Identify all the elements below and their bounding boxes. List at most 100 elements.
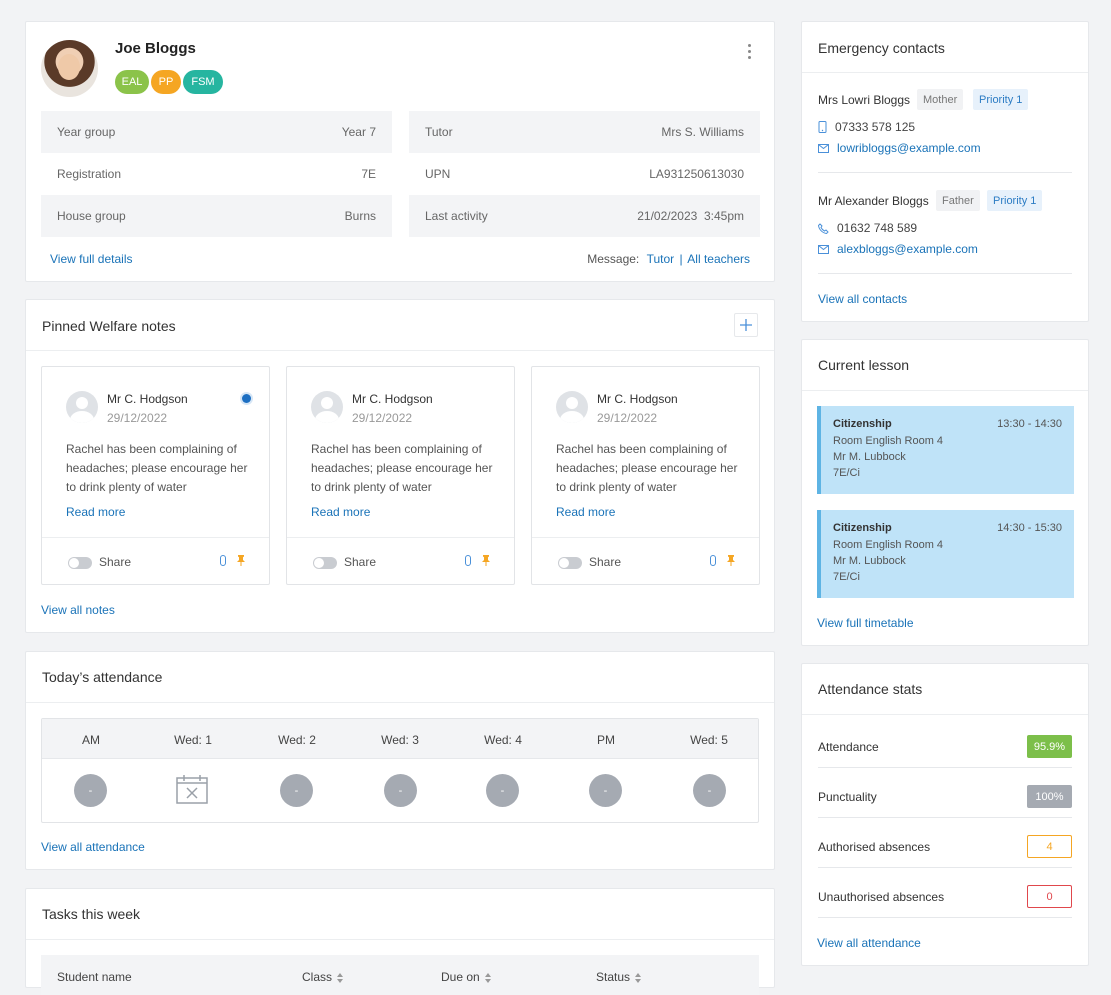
stat-value-badge: 4 (1027, 835, 1072, 858)
sort-icon (484, 972, 491, 983)
column-student-name[interactable]: Student name (57, 970, 132, 984)
message-separator: | (679, 252, 683, 266)
view-full-details-link[interactable]: View full details (50, 252, 133, 266)
detail-label: Last activity (425, 209, 488, 223)
share-toggle[interactable] (558, 557, 582, 569)
attendance-column-wed1: Wed: 1 (174, 733, 212, 747)
column-due-on[interactable]: Due on (441, 970, 491, 984)
mail-icon (818, 244, 829, 254)
welfare-notes-card: Pinned Welfare notes Mr C. Hodgson 29/12… (25, 299, 775, 633)
note-date: 29/12/2022 (107, 411, 168, 425)
attachment-icon[interactable] (710, 555, 716, 566)
share-label: Share (589, 555, 622, 569)
lesson-class: 7E/Ci (833, 467, 860, 479)
note-date: 29/12/2022 (352, 411, 413, 425)
author-avatar (66, 391, 98, 423)
stat-value-badge: 100% (1027, 785, 1072, 808)
share-toggle[interactable] (68, 557, 92, 569)
pin-icon[interactable] (482, 555, 490, 566)
mobile-icon (818, 121, 827, 133)
view-all-attendance-link[interactable]: View all attendance (41, 840, 145, 854)
pin-icon[interactable] (727, 555, 735, 566)
attendance-marks-table: AM Wed: 1 Wed: 2 Wed: 3 Wed: 4 PM Wed: 5… (41, 718, 759, 823)
student-profile-card: Joe Bloggs EAL PP FSM Year group Year 7 … (25, 21, 775, 282)
detail-row-year-group: Year group Year 7 (41, 111, 392, 153)
detail-value: Year 7 (341, 125, 376, 139)
stat-row-authorised-absences: Authorised absences 4 (818, 818, 1072, 868)
lesson-subject: Citizenship (833, 522, 892, 534)
contact-relation-badge: Mother (917, 89, 964, 110)
detail-label: Year group (57, 125, 116, 139)
note-text: Rachel has been complaining of headaches… (311, 442, 493, 494)
contact-phone[interactable]: 07333 578 125 (818, 120, 915, 134)
stat-value-badge: 95.9% (1027, 735, 1072, 758)
attendance-mark[interactable]: - (280, 774, 313, 807)
detail-label: UPN (425, 167, 451, 181)
lesson-teacher: Mr M. Lubbock (833, 555, 906, 567)
attendance-mark[interactable]: - (486, 774, 519, 807)
message-all-teachers-link[interactable]: All teachers (687, 252, 750, 266)
note-text: Rachel has been complaining of headaches… (66, 442, 248, 494)
view-full-timetable-link[interactable]: View full timetable (817, 616, 914, 630)
welfare-note-card[interactable]: Mr C. Hodgson 29/12/2022 Rachel has been… (286, 366, 515, 585)
add-note-button[interactable] (734, 313, 758, 337)
lesson-teacher: Mr M. Lubbock (833, 451, 906, 463)
badge-eal: EAL (115, 70, 149, 94)
lesson-class: 7E/Ci (833, 571, 860, 583)
stat-row-punctuality: Punctuality 100% (818, 768, 1072, 818)
attendance-mark[interactable]: - (384, 774, 417, 807)
contact-name: Mrs Lowri Bloggs (818, 93, 911, 107)
note-author: Mr C. Hodgson (352, 392, 433, 406)
message-tutor-link[interactable]: Tutor (646, 252, 675, 266)
read-more-link[interactable]: Read more (311, 505, 371, 519)
lesson-room: Room English Room 4 (833, 539, 944, 551)
contact-phone[interactable]: 01632 748 589 (818, 221, 917, 235)
note-date: 29/12/2022 (597, 411, 658, 425)
share-label: Share (99, 555, 132, 569)
todays-attendance-title: Today’s attendance (42, 669, 163, 685)
read-more-link[interactable]: Read more (556, 505, 616, 519)
attachment-icon[interactable] (220, 555, 226, 566)
more-options-icon[interactable] (748, 44, 752, 59)
author-avatar (556, 391, 588, 423)
mail-icon (818, 143, 829, 153)
calendar-x-icon[interactable] (176, 774, 208, 804)
attendance-mark[interactable]: - (74, 774, 107, 807)
message-row: Message: Tutor | All teachers (587, 252, 750, 266)
student-badges: EAL PP FSM (115, 70, 223, 94)
view-all-notes-link[interactable]: View all notes (41, 603, 115, 617)
lesson-time: 14:30 - 15:30 (997, 522, 1062, 534)
detail-value: 7E (361, 167, 376, 181)
contact-email[interactable]: lowribloggs@example.com (818, 141, 981, 155)
tasks-table-header: Student name Class Due on Status (41, 955, 759, 995)
contact-name: Mr Alexander Bloggs (818, 194, 929, 208)
contact-email[interactable]: alexbloggs@example.com (818, 242, 978, 256)
attendance-mark[interactable]: - (589, 774, 622, 807)
author-avatar (311, 391, 343, 423)
current-lesson-card: Current lesson Citizenship 13:30 - 14:30… (801, 339, 1089, 646)
view-all-attendance-stats-link[interactable]: View all attendance (817, 936, 921, 950)
emergency-contacts-card: Emergency contacts Mrs Lowri Bloggs Moth… (801, 21, 1089, 322)
student-name: Joe Bloggs (115, 40, 196, 57)
welfare-note-card[interactable]: Mr C. Hodgson 29/12/2022 Rachel has been… (41, 366, 270, 585)
attachment-icon[interactable] (465, 555, 471, 566)
detail-label: Tutor (425, 125, 453, 139)
attendance-column-wed5: Wed: 5 (690, 733, 728, 747)
read-more-link[interactable]: Read more (66, 505, 126, 519)
share-label: Share (344, 555, 377, 569)
column-class[interactable]: Class (302, 970, 344, 984)
todays-attendance-card: Today’s attendance AM Wed: 1 Wed: 2 Wed:… (25, 651, 775, 870)
attendance-mark[interactable]: - (693, 774, 726, 807)
view-all-contacts-link[interactable]: View all contacts (818, 292, 908, 306)
contact-priority-badge: Priority 1 (973, 89, 1029, 110)
contact-priority-badge: Priority 1 (987, 190, 1043, 211)
column-status[interactable]: Status (596, 970, 642, 984)
share-toggle[interactable] (313, 557, 337, 569)
pin-icon[interactable] (237, 555, 245, 566)
lesson-block[interactable]: Citizenship 13:30 - 14:30 Room English R… (817, 406, 1074, 494)
attendance-column-wed4: Wed: 4 (484, 733, 522, 747)
lesson-block[interactable]: Citizenship 14:30 - 15:30 Room English R… (817, 510, 1074, 598)
welfare-note-card[interactable]: Mr C. Hodgson 29/12/2022 Rachel has been… (531, 366, 760, 585)
detail-value: 21/02/2023 3:45pm (637, 209, 744, 223)
detail-row-last-activity: Last activity 21/02/2023 3:45pm (409, 195, 760, 237)
